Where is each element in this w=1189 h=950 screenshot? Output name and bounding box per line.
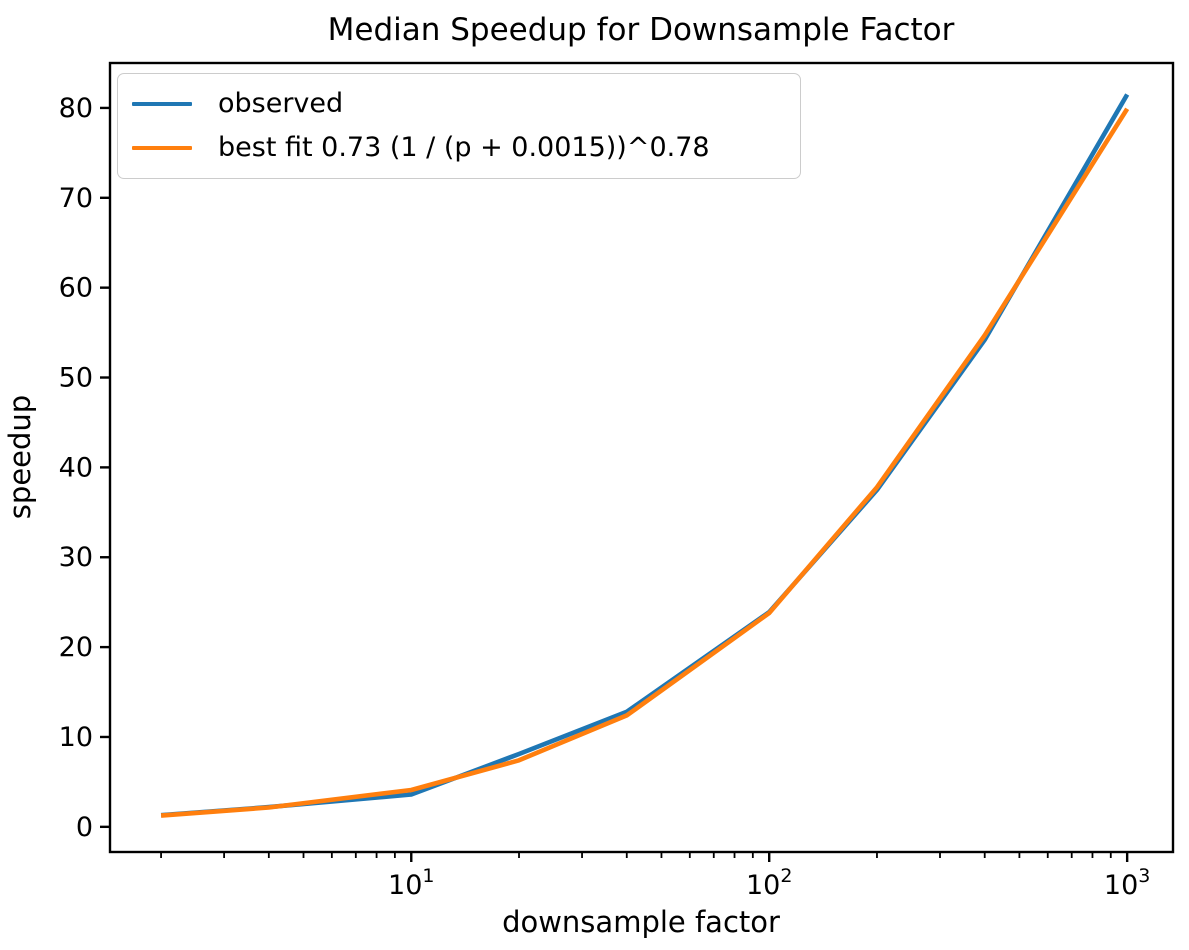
y-tick-label: 70	[59, 183, 93, 214]
legend-row-best-fit: best fit 0.73 (1 / (p + 0.0015))^0.78	[132, 133, 786, 163]
y-tick-label: 10	[59, 722, 93, 753]
series-layer	[160, 93, 1130, 818]
x-axis-ticks: 101 102 103	[160, 852, 1150, 901]
series-line-best-fit	[160, 107, 1130, 818]
legend-label-best-fit: best fit 0.73 (1 / (p + 0.0015))^0.78	[218, 132, 710, 163]
y-tick-label: 20	[59, 632, 93, 663]
y-tick-label: 80	[59, 93, 93, 124]
legend-label-observed: observed	[218, 88, 344, 120]
y-axis-label: speedup	[3, 395, 37, 519]
x-axis-label: downsample factor	[502, 905, 780, 939]
y-tick-label: 0	[76, 812, 93, 843]
x-tick-label: 102	[746, 865, 792, 901]
y-tick-label: 40	[59, 452, 93, 483]
axes-layer: 0 10 20 30 40 50 60 70 80 101 102 103	[59, 61, 1175, 901]
best-fit-line-swatch	[132, 145, 192, 151]
legend: observed best fit 0.73 (1 / (p + 0.0015)…	[117, 73, 801, 179]
x-tick-label: 101	[388, 865, 434, 901]
chart-title: Median Speedup for Downsample Factor	[328, 12, 955, 48]
x-tick-label: 103	[1104, 865, 1150, 901]
y-tick-label: 50	[59, 363, 93, 394]
y-axis-ticks: 0 10 20 30 40 50 60 70 80	[59, 93, 110, 843]
y-tick-label: 60	[59, 273, 93, 304]
observed-line-swatch	[132, 101, 192, 107]
plot-frame	[108, 61, 1175, 854]
series-line-observed	[160, 93, 1130, 818]
y-tick-label: 30	[59, 542, 93, 573]
legend-row-observed: observed	[132, 89, 786, 119]
